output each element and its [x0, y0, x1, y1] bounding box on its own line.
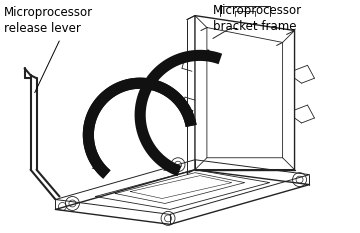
Text: Microprocessor
release lever: Microprocessor release lever: [4, 6, 93, 35]
Text: Microprocessor
bracket frame: Microprocessor bracket frame: [213, 4, 302, 33]
